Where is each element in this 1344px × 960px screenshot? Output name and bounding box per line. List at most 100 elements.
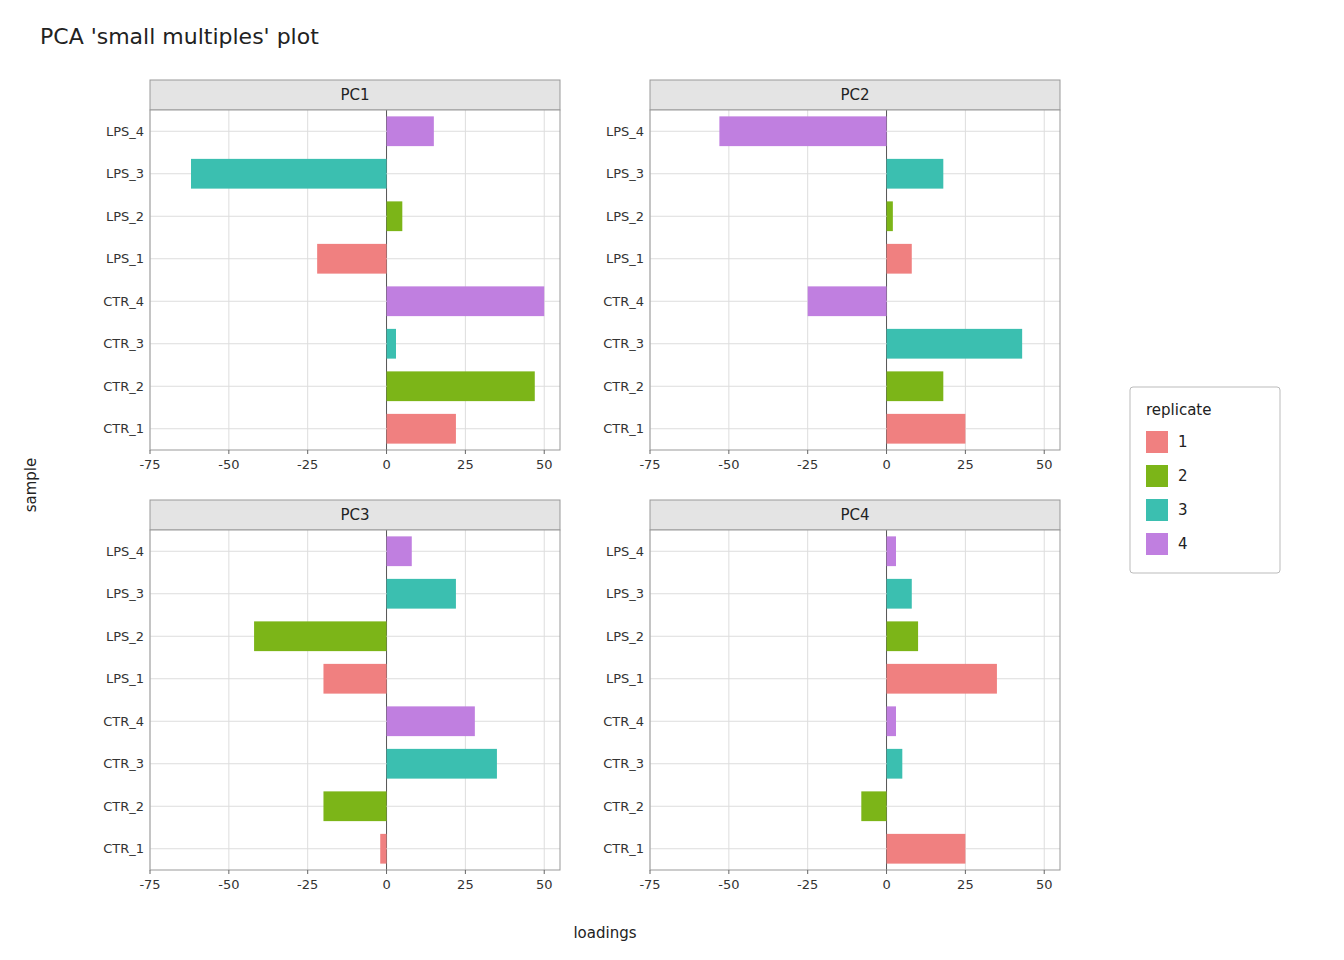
x-tick-label: 0: [382, 457, 390, 472]
panel-title: PC3: [340, 506, 369, 524]
y-tick-label: CTR_3: [103, 756, 144, 771]
bar: [380, 834, 386, 864]
chart-title: PCA 'small multiples' plot: [40, 24, 319, 49]
bar: [887, 664, 997, 694]
y-axis-label: sample: [22, 458, 40, 513]
bar: [387, 536, 412, 566]
tick-mark: [1044, 870, 1045, 874]
grid-line: [150, 131, 560, 132]
grid-line: [150, 551, 560, 552]
y-tick-label: LPS_3: [106, 166, 144, 181]
x-tick-label: 25: [957, 457, 974, 472]
plot-background: [650, 530, 1060, 870]
bar: [387, 116, 434, 146]
x-tick-label: 50: [536, 457, 553, 472]
bar: [387, 749, 497, 779]
y-tick-label: CTR_3: [603, 336, 644, 351]
x-tick-label: -75: [139, 457, 160, 472]
x-tick-label: 50: [536, 877, 553, 892]
bar: [887, 244, 912, 274]
bars: [719, 116, 1022, 443]
tick-mark: [307, 870, 308, 874]
bar: [887, 579, 912, 609]
grid-line: [965, 530, 966, 870]
grid-line: [650, 386, 1060, 387]
x-tick-label: 25: [457, 457, 474, 472]
grid-line: [650, 636, 1060, 637]
tick-mark: [1044, 450, 1045, 454]
tick-mark: [228, 870, 229, 874]
bar: [887, 536, 896, 566]
legend-swatch: [1146, 533, 1168, 555]
y-tick-label: CTR_3: [603, 756, 644, 771]
grid-line: [650, 763, 1060, 764]
grid-line: [965, 110, 966, 450]
grid-line: [650, 806, 1060, 807]
grid-line: [1044, 530, 1045, 870]
tick-mark: [886, 870, 887, 874]
y-tick-label: CTR_1: [603, 841, 644, 856]
x-tick-label: -50: [718, 877, 739, 892]
x-tick-label: -75: [639, 457, 660, 472]
strip: [650, 80, 1060, 110]
y-tick-label: CTR_4: [603, 714, 644, 729]
panel: PC4-75-50-2502550CTR_1CTR_2CTR_3CTR_4LPS…: [603, 500, 1060, 892]
bars: [191, 116, 544, 443]
tick-mark: [465, 450, 466, 454]
legend: replicate1234: [1130, 387, 1280, 573]
tick-mark: [307, 450, 308, 454]
y-tick-label: LPS_3: [106, 586, 144, 601]
legend-swatch: [1146, 465, 1168, 487]
grid-line: [807, 110, 808, 450]
grid-line: [150, 428, 560, 429]
tick-mark: [965, 450, 966, 454]
y-tick-label: LPS_2: [106, 629, 144, 644]
y-tick-label: CTR_3: [103, 336, 144, 351]
bar: [191, 159, 387, 189]
bar: [861, 791, 886, 821]
strip: [150, 80, 560, 110]
legend-swatch: [1146, 499, 1168, 521]
tick-mark: [386, 450, 387, 454]
y-tick-label: CTR_2: [603, 379, 644, 394]
bar: [323, 791, 386, 821]
x-tick-label: 0: [382, 877, 390, 892]
plot-background: [650, 110, 1060, 450]
tick-mark: [886, 450, 887, 454]
grid-line: [650, 173, 1060, 174]
grid-line: [650, 551, 1060, 552]
bar: [887, 159, 944, 189]
x-tick-label: 50: [1036, 457, 1053, 472]
legend-label: 4: [1178, 535, 1188, 553]
grid-line: [150, 343, 560, 344]
bar: [387, 579, 456, 609]
tick-mark: [386, 870, 387, 874]
grid-line: [544, 530, 545, 870]
y-tick-label: LPS_4: [606, 124, 644, 139]
x-tick-label: -25: [797, 877, 818, 892]
y-tick-label: LPS_2: [606, 629, 644, 644]
x-tick-label: 25: [957, 877, 974, 892]
bar: [387, 371, 535, 401]
x-axis-label: loadings: [573, 924, 636, 942]
grid-line: [650, 258, 1060, 259]
bar: [317, 244, 386, 274]
y-tick-label: CTR_4: [603, 294, 644, 309]
grid-line: [544, 110, 545, 450]
tick-mark: [465, 870, 466, 874]
bar: [887, 621, 919, 651]
tick-mark: [650, 870, 651, 874]
legend-swatch: [1146, 431, 1168, 453]
legend-frame: [1130, 387, 1280, 573]
strip: [650, 500, 1060, 530]
grid-line: [1044, 110, 1045, 450]
bar: [387, 286, 545, 316]
legend-label: 3: [1178, 501, 1188, 519]
x-tick-label: -75: [639, 877, 660, 892]
bar: [887, 749, 903, 779]
x-tick-label: -25: [297, 877, 318, 892]
x-tick-label: 0: [882, 877, 890, 892]
y-tick-label: LPS_1: [606, 251, 644, 266]
grid-line: [150, 763, 560, 764]
tick-mark: [807, 870, 808, 874]
